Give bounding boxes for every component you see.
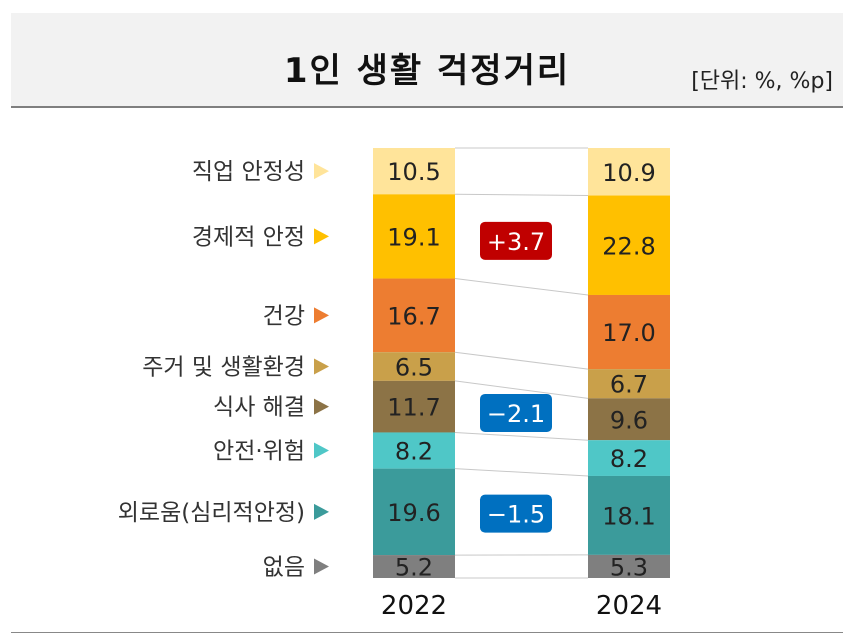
x-tick-label: 2022 [381, 591, 447, 621]
data-label: 9.6 [610, 406, 648, 434]
data-label: 5.2 [395, 554, 433, 582]
bar-segment [373, 278, 455, 353]
unit-label: [단위: %, %p] [691, 69, 833, 94]
bar-segment [373, 432, 455, 469]
change-badge [480, 221, 552, 260]
bar-segment [373, 380, 455, 433]
category-marker-icon [314, 503, 329, 520]
bar-segment [588, 398, 670, 441]
category-label: 식사 해결 [213, 395, 305, 421]
change-badge-label: −2.1 [487, 400, 545, 428]
connector-line [454, 193, 589, 197]
data-label: 17.0 [602, 319, 655, 347]
category-label: 외로움(심리적안정) [118, 500, 305, 526]
data-label: 10.5 [387, 158, 440, 186]
data-label: 5.3 [610, 553, 648, 581]
bottom-divider [11, 632, 843, 633]
bar-segment [373, 352, 455, 381]
bar-segment [588, 369, 670, 399]
category-marker-icon [314, 228, 329, 245]
change-badge [480, 393, 552, 432]
data-label: 19.6 [387, 499, 440, 527]
bar-segment [588, 475, 670, 555]
category-marker-icon [314, 163, 329, 180]
category-label: 없음 [263, 555, 305, 581]
bar-segment [588, 195, 670, 295]
data-label: 6.7 [610, 371, 648, 399]
data-label: 11.7 [387, 394, 440, 422]
bar-segment [373, 555, 455, 578]
category-label: 경제적 안정 [192, 224, 305, 250]
category-label: 건강 [263, 303, 305, 329]
category-marker-icon [314, 307, 329, 324]
data-label: 6.5 [395, 354, 433, 382]
connector-line [454, 380, 589, 399]
category-label: 주거 및 생활환경 [142, 355, 305, 381]
category-marker-icon [314, 398, 329, 415]
category-label: 안전·위험 [213, 439, 305, 465]
bar-segment [588, 554, 670, 578]
bar-segment [373, 148, 455, 195]
change-badge [480, 494, 552, 533]
connector-line [454, 468, 589, 477]
category-marker-icon [314, 358, 329, 375]
chart-title: 1인 생활 걱정거리 [283, 51, 571, 91]
bar-segment [373, 194, 455, 279]
bar-segment [588, 294, 670, 370]
data-label: 8.2 [610, 445, 648, 473]
category-marker-icon [314, 558, 329, 575]
connector-line [454, 278, 589, 296]
bar-segment [588, 440, 670, 476]
data-label: 22.8 [602, 232, 655, 260]
data-label: 8.2 [395, 438, 433, 466]
category-label: 직업 안정성 [192, 159, 305, 185]
change-badge-label: −1.5 [487, 501, 545, 529]
data-label: 18.1 [602, 502, 655, 530]
data-label: 19.1 [387, 223, 440, 251]
change-badge-label: +3.7 [487, 228, 545, 256]
chart-header: 1인 생활 걱정거리 [단위: %, %p] [11, 13, 843, 108]
data-label: 10.9 [602, 159, 655, 187]
data-label: 16.7 [387, 302, 440, 330]
bar-segment [373, 468, 455, 556]
bar-segment [588, 148, 670, 196]
category-marker-icon [314, 442, 329, 459]
connector-line [454, 431, 589, 441]
connector-line [454, 351, 589, 370]
x-tick-label: 2024 [596, 591, 662, 621]
